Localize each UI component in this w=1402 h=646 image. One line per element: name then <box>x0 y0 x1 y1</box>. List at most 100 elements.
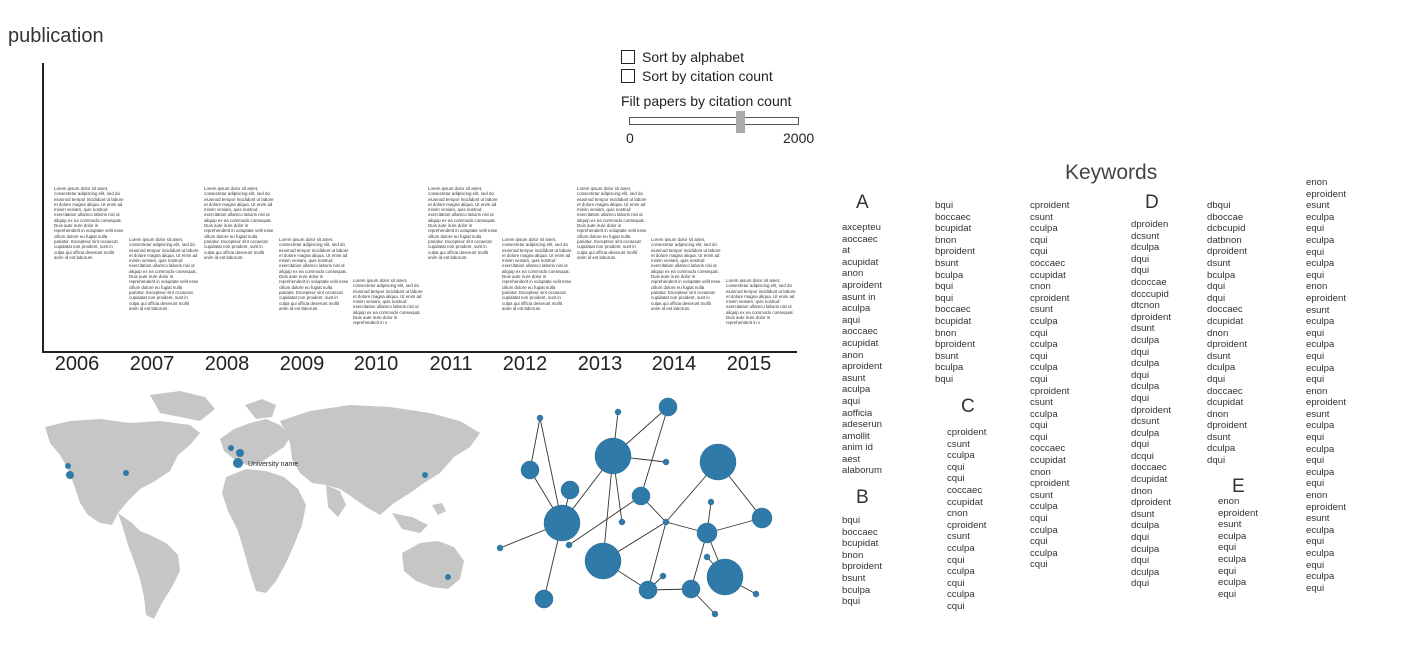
network-node[interactable] <box>631 486 651 506</box>
keyword-item[interactable]: bqui <box>935 200 954 211</box>
keyword-item[interactable]: dculpa <box>1131 520 1160 532</box>
keyword-item[interactable]: dqui <box>1131 369 1150 381</box>
keyword-item[interactable]: dcoccae <box>1131 276 1167 288</box>
network-node[interactable] <box>699 443 737 481</box>
keyword-item[interactable]: dcupidat <box>1131 474 1168 486</box>
keyword-item[interactable]: esunt <box>1218 519 1242 531</box>
keyword-item[interactable]: bsunt <box>842 572 866 584</box>
keyword-item[interactable]: equi <box>1306 432 1325 444</box>
keyword-item[interactable]: acupidat <box>842 337 879 349</box>
keyword-item[interactable]: dnon <box>1207 327 1229 339</box>
keyword-item[interactable]: doccaec <box>1207 304 1243 316</box>
keyword-item[interactable]: bnon <box>935 234 957 246</box>
keyword-item[interactable]: cculpa <box>947 450 975 462</box>
keyword-item[interactable]: dqui <box>1131 555 1150 567</box>
keyword-item[interactable]: dnon <box>1207 408 1229 420</box>
keyword-item[interactable]: dqui <box>1131 265 1150 277</box>
keyword-item[interactable]: dproident <box>1131 497 1172 509</box>
keyword-item[interactable]: equi <box>1306 246 1325 258</box>
network-node[interactable] <box>681 579 701 599</box>
keyword-item[interactable]: coccaec <box>947 484 983 496</box>
keyword-item[interactable]: enon <box>1306 490 1328 502</box>
keyword-item[interactable]: cqui <box>1030 234 1048 246</box>
keyword-item[interactable]: bculpa <box>1207 269 1236 281</box>
keyword-item[interactable]: dqui <box>1131 392 1150 404</box>
keyword-item[interactable]: eculpa <box>1306 211 1335 223</box>
keyword-item[interactable]: cqui <box>1030 373 1048 385</box>
keyword-item[interactable]: bqui <box>842 596 861 608</box>
keyword-item[interactable]: cqui <box>1030 246 1048 258</box>
keyword-item[interactable]: dqui <box>1207 292 1226 304</box>
network-node[interactable] <box>752 590 760 598</box>
keyword-item[interactable]: boccaec <box>842 526 878 538</box>
keyword-item[interactable]: dsunt <box>1207 350 1231 362</box>
keyword-item[interactable]: dqui <box>1131 578 1150 590</box>
year-abstract-9[interactable]: Lorem ipsum dolor sit amet, consectetur … <box>726 278 796 349</box>
keyword-item[interactable]: bqui <box>935 373 954 385</box>
network-node[interactable] <box>618 518 626 526</box>
keyword-item[interactable]: at <box>842 245 851 257</box>
keyword-item[interactable]: eculpa <box>1306 524 1335 536</box>
keyword-item[interactable]: equi <box>1306 559 1325 571</box>
keyword-item[interactable]: dsunt <box>1131 508 1155 520</box>
keyword-item[interactable]: aqui <box>842 395 861 407</box>
keyword-item[interactable]: dculpa <box>1131 242 1160 254</box>
keyword-item[interactable]: dproident <box>1207 339 1248 351</box>
map-marker[interactable] <box>228 445 234 451</box>
sort-alphabet-checkbox[interactable] <box>621 50 635 64</box>
keyword-item[interactable]: csunt <box>947 438 970 450</box>
keyword-item[interactable]: cqui <box>1030 431 1048 443</box>
network-node[interactable] <box>584 542 622 580</box>
keyword-item[interactable]: dproident <box>1207 246 1248 258</box>
keyword-item[interactable]: eculpa <box>1306 571 1335 583</box>
keyword-item[interactable]: cqui <box>947 473 965 485</box>
keyword-item[interactable]: aoccaec <box>842 326 878 338</box>
network-node[interactable] <box>565 541 573 549</box>
year-abstract-8[interactable]: Lorem ipsum dolor sit amet, consectetur … <box>651 237 721 349</box>
keyword-item[interactable]: bqui <box>935 281 954 293</box>
keyword-item[interactable]: dqui <box>1131 253 1150 265</box>
keyword-item[interactable]: bcupidat <box>935 315 972 327</box>
keyword-item[interactable]: amollit <box>842 430 870 442</box>
keyword-item[interactable]: eculpa <box>1306 443 1335 455</box>
keyword-item[interactable]: eproident <box>1306 501 1347 513</box>
keyword-item[interactable]: cqui <box>947 577 965 589</box>
keyword-item[interactable]: bnon <box>935 327 957 339</box>
keyword-item[interactable]: cproident <box>1030 385 1070 397</box>
network-node[interactable] <box>614 408 622 416</box>
keyword-item[interactable]: dqui <box>1207 281 1226 293</box>
year-abstract-7[interactable]: Lorem ipsum dolor sit amet, consectetur … <box>577 186 647 349</box>
keyword-item[interactable]: bcupidat <box>842 538 879 550</box>
keyword-item[interactable]: cqui <box>947 554 965 566</box>
keyword-item[interactable]: cproident <box>1030 200 1070 211</box>
keyword-item[interactable]: bsunt <box>935 350 959 362</box>
keyword-item[interactable]: aest <box>842 453 861 465</box>
year-abstract-5[interactable]: Lorem ipsum dolor sit amet, consectetur … <box>428 186 498 349</box>
keyword-item[interactable]: dsunt <box>1131 323 1155 335</box>
keyword-item[interactable]: bculpa <box>935 269 964 281</box>
keyword-item[interactable]: equi <box>1306 536 1325 548</box>
year-abstract-6[interactable]: Lorem ipsum dolor sit amet, consectetur … <box>502 237 572 349</box>
network-node[interactable] <box>543 504 581 542</box>
keyword-item[interactable]: bculpa <box>842 584 871 596</box>
keyword-item[interactable]: cqui <box>1030 513 1048 525</box>
keyword-item[interactable]: adeserun <box>842 419 883 431</box>
keyword-item[interactable]: eproident <box>1306 397 1347 409</box>
network-node[interactable] <box>711 610 719 618</box>
keyword-item[interactable]: cnon <box>1030 466 1051 478</box>
keyword-item[interactable]: ccupidat <box>1030 455 1066 467</box>
keyword-item[interactable]: cculpa <box>1030 547 1058 559</box>
keyword-item[interactable]: csunt <box>1030 397 1053 409</box>
network-node[interactable] <box>659 572 667 580</box>
keyword-item[interactable]: eculpa <box>1218 530 1247 542</box>
network-node[interactable] <box>662 458 670 466</box>
keyword-item[interactable]: dqui <box>1131 532 1150 544</box>
keyword-item[interactable]: alaborum <box>842 465 882 477</box>
keyword-item[interactable]: cqui <box>1030 536 1048 548</box>
keyword-item[interactable]: eproident <box>1306 292 1347 304</box>
keyword-item[interactable]: eculpa <box>1306 258 1335 270</box>
keyword-item[interactable]: cproident <box>1030 292 1070 304</box>
keyword-item[interactable]: dculpa <box>1131 358 1160 370</box>
sort-citation-checkbox[interactable] <box>621 69 635 83</box>
keyword-item[interactable]: enon <box>1218 496 1240 507</box>
